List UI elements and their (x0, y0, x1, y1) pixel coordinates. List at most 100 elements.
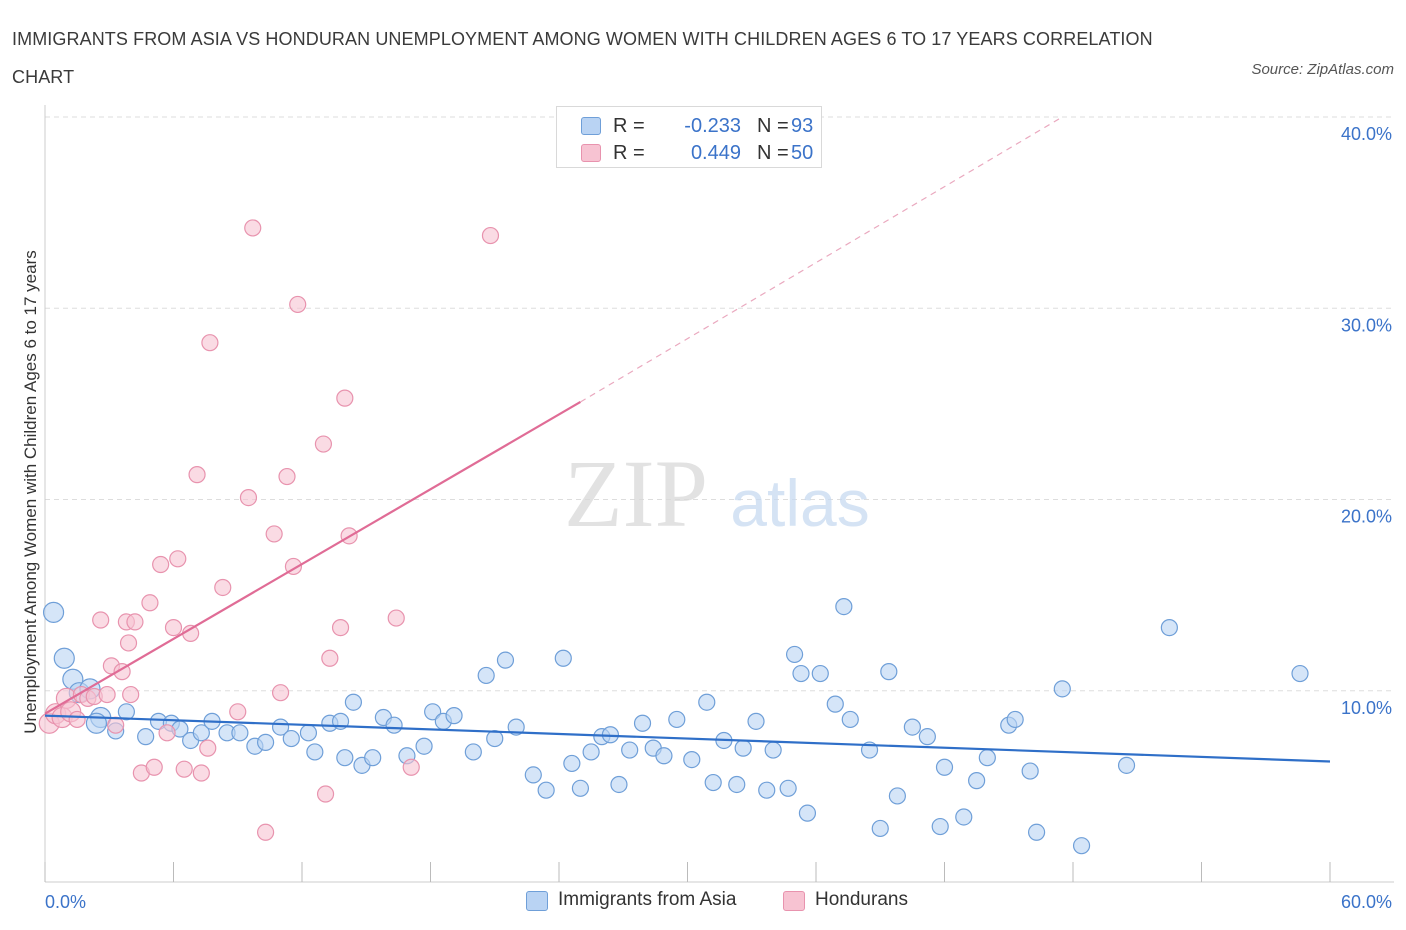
asia-point (464, 743, 482, 761)
honduran-point (145, 758, 163, 776)
asia-points (42, 597, 1309, 855)
correlation-legend: R = -0.233 N = 93 R = 0.449 N = 50 (556, 106, 822, 168)
honduran-point (314, 435, 333, 453)
honduran-point (164, 619, 183, 637)
legend-label-asia: Immigrants from Asia (558, 889, 737, 910)
asia-point (256, 733, 275, 751)
honduran-point (192, 764, 210, 782)
honduran-point (68, 710, 86, 729)
asia-point (655, 747, 673, 765)
n-value-asia: 93 (791, 115, 814, 137)
axes (44, 105, 1394, 883)
asia-point (282, 729, 300, 748)
asia-point (496, 651, 515, 669)
watermark-atlas: atlas (730, 466, 869, 540)
asia-point (758, 781, 776, 799)
asia-point (554, 649, 572, 667)
asia-point (424, 703, 442, 721)
asia-point (306, 743, 324, 761)
honduran-trend-line (44, 401, 581, 715)
asia-point (931, 817, 949, 836)
honduran-point (336, 389, 354, 407)
asia-point (888, 787, 906, 805)
asia-point (192, 724, 210, 742)
honduran-point (201, 334, 219, 352)
asia-point (537, 781, 555, 799)
honduran-point (141, 594, 159, 612)
honduran-point (175, 760, 193, 778)
honduran-point (256, 823, 275, 841)
n-value-hondurans: 50 (791, 142, 814, 164)
n-label: N = (757, 142, 789, 164)
honduran-point (289, 295, 307, 314)
asia-swatch (526, 891, 548, 911)
asia-point (871, 819, 889, 838)
asia-point (747, 712, 765, 730)
y-tick-label: 10.0% (1341, 698, 1392, 718)
asia-point (798, 804, 817, 822)
asia-point (1117, 756, 1136, 774)
honduran-point (169, 550, 187, 568)
watermark-zip: ZIP (564, 440, 708, 547)
honduran-point (188, 466, 206, 484)
asia-point (779, 779, 797, 797)
asia-point (698, 693, 716, 711)
y-tick-label: 30.0% (1341, 315, 1392, 335)
r-value-hondurans: 0.449 (690, 142, 741, 164)
asia-point (764, 741, 782, 759)
honduran-point (229, 703, 247, 721)
honduran-point (98, 685, 116, 704)
honduran-swatch (581, 144, 601, 162)
asia-point (477, 666, 495, 685)
legend-label-hondurans: Hondurans (815, 889, 908, 910)
tick-labels: 10.0% 20.0% 30.0% 40.0% 0.0% 60.0% (45, 124, 1392, 912)
asia-point (978, 749, 996, 767)
honduran-point (331, 619, 350, 637)
asia-point (918, 728, 936, 746)
honduran-point (214, 578, 232, 597)
y-tick-label: 40.0% (1341, 124, 1392, 144)
asia-point (1291, 664, 1309, 683)
honduran-point (126, 613, 144, 631)
honduran-point (122, 685, 140, 704)
asia-point (344, 693, 362, 711)
r-label: R = (613, 115, 645, 137)
asia-point (231, 724, 249, 742)
asia-point (524, 766, 542, 784)
asia-point (137, 728, 155, 746)
asia-point (42, 601, 65, 623)
asia-point (968, 772, 986, 790)
asia-point (880, 663, 898, 681)
asia-point (1160, 619, 1178, 637)
asia-point (935, 758, 954, 776)
asia-trend-line (44, 714, 1331, 763)
honduran-point (321, 649, 339, 667)
honduran-point (244, 219, 262, 237)
asia-point (903, 718, 921, 736)
asia-point (299, 724, 318, 742)
gridlines (45, 116, 1394, 692)
y-tick-label: 20.0% (1341, 507, 1392, 527)
n-label: N = (757, 115, 789, 137)
asia-point (1027, 823, 1046, 841)
asia-point (445, 707, 463, 725)
asia-point (1021, 762, 1039, 780)
asia-point (826, 695, 844, 713)
asia-point (668, 710, 686, 729)
asia-swatch (581, 117, 601, 135)
honduran-point (278, 467, 296, 486)
r-label: R = (613, 142, 645, 164)
honduran-point (387, 609, 405, 627)
asia-point (841, 710, 859, 729)
asia-point (486, 729, 504, 748)
honduran-point (92, 611, 110, 629)
honduran-point (158, 724, 176, 742)
x-tick-label: 0.0% (45, 892, 86, 912)
asia-point (835, 597, 853, 616)
asia-point (364, 749, 382, 767)
asia-point (610, 775, 628, 794)
y-axis-label: Unemployment Among Women with Children A… (21, 250, 40, 734)
r-value-asia: -0.233 (684, 115, 741, 137)
asia-point (1053, 680, 1071, 698)
